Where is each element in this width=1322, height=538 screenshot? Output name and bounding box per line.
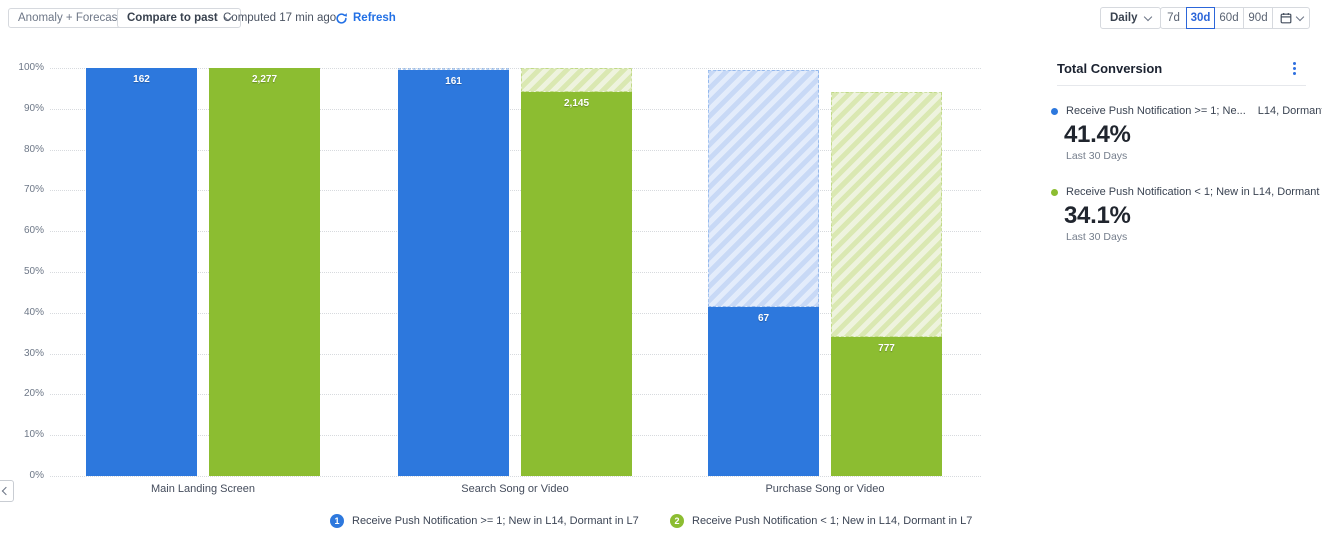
conversion-caption: Last 30 Days — [1066, 150, 1128, 162]
chevron-down-icon — [1295, 12, 1304, 21]
divider — [1057, 85, 1306, 86]
gridline — [50, 476, 981, 477]
x-axis-category-label: Search Song or Video — [461, 483, 569, 495]
range-90d-button[interactable]: 90d — [1243, 7, 1273, 29]
y-axis-tick-label: 40% — [23, 306, 44, 318]
summary-label-row: Receive Push Notification < 1; New in L1… — [1051, 186, 1322, 198]
y-axis-tick-label: 10% — [23, 429, 44, 441]
date-range-segmented-control: 7d 30d 60d 90d — [1160, 7, 1310, 29]
funnel-bar-dropoff[interactable] — [521, 68, 632, 92]
summary-label: Receive Push Notification >= 1; Ne... — [1066, 105, 1246, 117]
y-axis-tick-label: 0% — [29, 470, 44, 481]
y-axis-tick-label: 70% — [23, 184, 44, 196]
bar-value-label: 161 — [445, 76, 462, 88]
bar-value-label: 67 — [757, 313, 770, 325]
legend-item-step1-series[interactable]: 1 Receive Push Notification >= 1; New in… — [330, 514, 639, 528]
calendar-picker-button[interactable] — [1272, 7, 1310, 29]
bar-value-label: 2,277 — [251, 74, 278, 85]
y-axis: 0% 10% 20% 30% 40% 50% 60% 70% 80% 90% 100% — [0, 62, 44, 481]
chevron-left-icon — [1, 486, 11, 496]
funnel-bar[interactable]: 777 — [831, 336, 942, 476]
summary-item: Receive Push Notification >= 1; Ne... L1… — [1051, 105, 1322, 162]
funnel-bar-dropoff[interactable] — [398, 68, 509, 71]
computed-timestamp: Computed 17 min ago — [223, 12, 337, 24]
range-30d-button[interactable]: 30d — [1186, 7, 1215, 29]
refresh-button[interactable]: Refresh — [335, 8, 396, 28]
compare-to-past-label: Compare to past — [127, 12, 218, 24]
chevron-down-icon — [1143, 12, 1152, 21]
anomaly-forecast-button[interactable]: Anomaly + Forecast — [8, 8, 131, 28]
granularity-label: Daily — [1110, 12, 1138, 24]
series-color-dot — [1051, 188, 1058, 196]
gridline — [50, 190, 981, 192]
range-7d-button[interactable]: 7d — [1160, 7, 1187, 29]
funnel-bar[interactable]: 162 — [86, 68, 197, 476]
conversion-caption: Last 30 Days — [1066, 231, 1128, 243]
funnel-bar[interactable]: 2,145 — [521, 91, 632, 476]
funnel-bar[interactable]: 2,277 — [209, 68, 320, 476]
gridline — [50, 435, 981, 437]
summary-label-end: L14, Dormant in L7 — [1257, 105, 1322, 117]
previous-page-button[interactable] — [0, 480, 14, 502]
compare-to-past-dropdown[interactable]: Compare to past — [117, 8, 241, 28]
gridline — [50, 394, 981, 396]
bar-value-label: 162 — [133, 74, 150, 85]
x-axis-category-label: Purchase Song or Video — [765, 483, 885, 495]
legend-label: Receive Push Notification < 1; New in L1… — [692, 515, 973, 527]
panel-header: Total Conversion — [1046, 60, 1312, 76]
gridline — [50, 353, 981, 355]
bar-value-label: 777 — [878, 342, 895, 354]
funnel-bar-dropoff[interactable] — [831, 91, 942, 337]
summary-item: Receive Push Notification < 1; New in L1… — [1051, 186, 1322, 243]
refresh-icon — [336, 12, 347, 24]
y-axis-tick-label: 90% — [23, 102, 44, 114]
conversion-value: 34.1% — [1064, 202, 1131, 229]
y-axis-tick-label: 80% — [23, 143, 44, 155]
funnel-bar[interactable]: 161 — [398, 70, 509, 476]
x-axis-category-label: Main Landing Screen — [151, 483, 255, 495]
series-color-dot — [1051, 107, 1058, 115]
gridline — [50, 231, 981, 233]
range-60d-button[interactable]: 60d — [1214, 7, 1244, 29]
plot-area: 162 2,277 161 2,145 67 777 — [50, 68, 981, 477]
y-axis-tick-label: 20% — [23, 388, 44, 400]
summary-label: Receive Push Notification < 1; New in L1… — [1066, 186, 1322, 198]
bar-value-label: 2,145 — [563, 97, 590, 109]
anomaly-forecast-label: Anomaly + Forecast — [18, 12, 121, 24]
y-axis-tick-label: 100% — [18, 62, 44, 73]
panel-title: Total Conversion — [1057, 60, 1163, 76]
gridline — [50, 149, 981, 151]
gridline — [50, 68, 981, 69]
y-axis-tick-label: 30% — [23, 347, 44, 359]
funnel-bar-dropoff[interactable] — [708, 70, 819, 308]
legend-item-step2-series[interactable]: 2 Receive Push Notification < 1; New in … — [670, 514, 972, 528]
x-axis-labels: Main Landing Screen Search Song or Video P… — [50, 483, 981, 497]
gridline — [50, 272, 981, 273]
granularity-dropdown[interactable]: Daily — [1100, 7, 1161, 29]
kebab-menu-icon[interactable] — [1291, 61, 1298, 76]
calendar-icon — [1280, 13, 1291, 24]
refresh-label: Refresh — [353, 12, 396, 24]
funnel-bar[interactable]: 67 — [708, 307, 819, 476]
y-axis-tick-label: 50% — [23, 266, 44, 277]
legend-label: Receive Push Notification >= 1; New in L… — [352, 515, 639, 527]
y-axis-tick-label: 60% — [23, 225, 44, 237]
gridline — [50, 312, 981, 314]
conversion-value: 41.4% — [1064, 121, 1131, 148]
gridline — [50, 108, 981, 110]
legend-number-badge: 2 — [670, 514, 684, 528]
legend-number-badge: 1 — [330, 514, 344, 528]
summary-label-row: Receive Push Notification >= 1; Ne... L1… — [1051, 105, 1322, 117]
total-conversion-panel: Total Conversion Receive Push Notificati… — [1046, 60, 1322, 243]
